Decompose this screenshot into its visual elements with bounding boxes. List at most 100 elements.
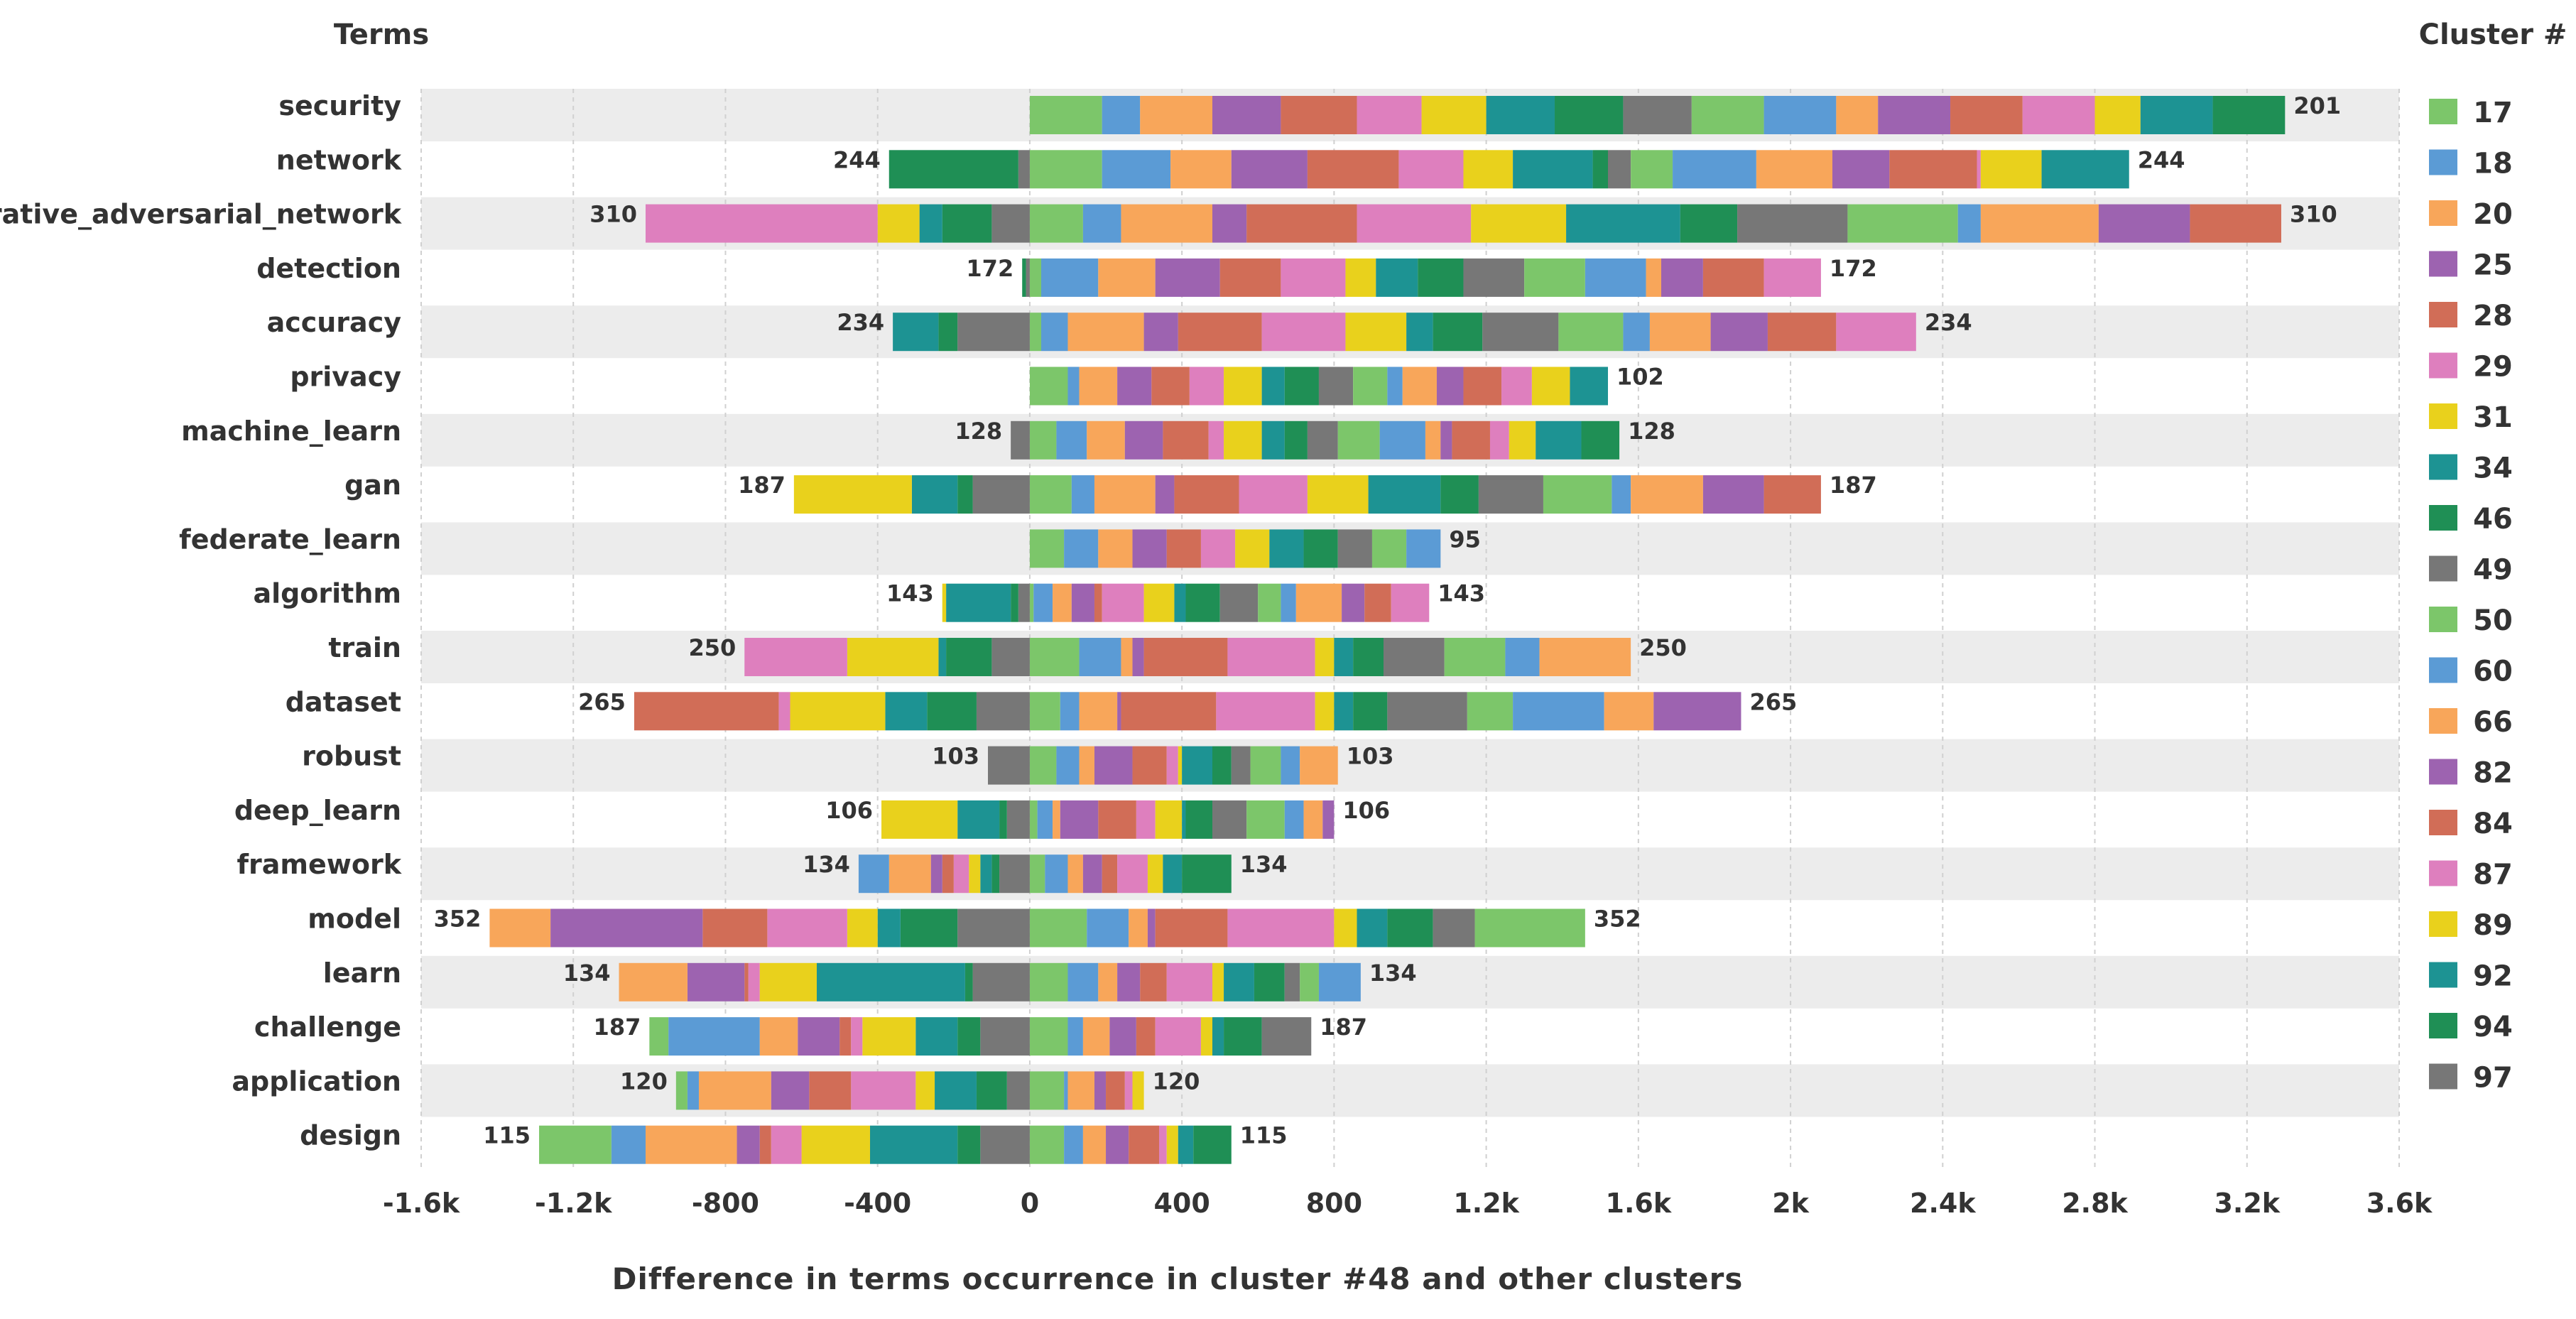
bar-segment xyxy=(1147,854,1163,894)
bar-segment xyxy=(1143,583,1175,622)
bar-segment xyxy=(1295,583,1342,622)
bar-segment xyxy=(888,150,1018,189)
bar-segment xyxy=(1334,638,1354,676)
bar-segment xyxy=(1384,638,1445,676)
bar-segment xyxy=(1235,529,1270,568)
bar-segment xyxy=(1098,800,1136,839)
legend-title: Cluster # xyxy=(2419,18,2567,51)
bar-segment xyxy=(1284,800,1304,839)
legend-swatch xyxy=(2429,759,2457,785)
bar-segment xyxy=(1121,638,1133,676)
legend-label: 20 xyxy=(2473,198,2513,231)
bar-segment xyxy=(1018,583,1030,622)
bar-segment xyxy=(1261,420,1285,460)
bar-segment xyxy=(1166,746,1178,785)
bar-segment xyxy=(1216,692,1315,731)
legend-label: 84 xyxy=(2473,808,2513,840)
bar-segment xyxy=(1098,962,1118,1002)
bar-segment xyxy=(2094,96,2141,134)
total-label-right: 120 xyxy=(1153,1068,1200,1095)
bar-segment xyxy=(2190,204,2281,243)
term-label: generative_adversarial_network xyxy=(0,199,402,230)
bar-segment xyxy=(1300,962,1319,1002)
total-label-right: 115 xyxy=(1240,1122,1288,1149)
bar-segment xyxy=(1094,583,1102,622)
bar-segment xyxy=(1106,1125,1129,1164)
bar-segment xyxy=(1623,96,1692,134)
bar-segment xyxy=(877,204,920,243)
bar-segment xyxy=(1421,96,1487,134)
bar-segment xyxy=(1702,475,1764,514)
bar-segment xyxy=(1018,150,1030,189)
legend-swatch xyxy=(2429,860,2457,886)
legend-swatch xyxy=(2429,962,2457,988)
bar-segment xyxy=(1102,150,1171,189)
bar-segment xyxy=(888,854,931,894)
x-tick-label: -1.6k xyxy=(383,1188,460,1219)
bar-segment xyxy=(2041,150,2129,189)
bar-segment xyxy=(900,908,958,948)
bar-segment xyxy=(972,475,1030,514)
legend-label: 25 xyxy=(2473,249,2513,282)
bar-segment xyxy=(759,962,817,1002)
bar-segment xyxy=(1155,800,1183,839)
bar-segment xyxy=(1082,204,1121,243)
x-tick-label: 400 xyxy=(1153,1188,1210,1219)
bar-segment xyxy=(1079,692,1118,731)
term-label: dataset xyxy=(286,686,401,717)
term-label: detection xyxy=(256,253,401,284)
term-label: security xyxy=(278,90,401,121)
bar-segment xyxy=(1029,583,1034,622)
bar-segment xyxy=(1402,367,1437,406)
bar-segment xyxy=(1166,962,1212,1002)
bar-segment xyxy=(1067,1017,1083,1056)
bar-segment xyxy=(991,854,1000,894)
bar-segment xyxy=(1140,962,1167,1002)
bar-segment xyxy=(851,1017,863,1056)
total-label-left: 106 xyxy=(825,797,873,824)
legend-swatch xyxy=(2429,99,2457,124)
bar-segment xyxy=(1406,529,1441,568)
row-band xyxy=(421,739,2399,792)
bar-segment xyxy=(1680,204,1738,243)
bar-segment xyxy=(744,962,749,1002)
legend-label: 82 xyxy=(2473,757,2513,790)
total-label-left: 250 xyxy=(688,634,736,661)
bar-segment xyxy=(1037,800,1053,839)
bar-segment xyxy=(976,692,1030,731)
bar-segment xyxy=(1980,204,2099,243)
legend-swatch xyxy=(2429,200,2457,226)
bar-segment xyxy=(1087,420,1125,460)
bar-segment xyxy=(1281,583,1296,622)
bar-segment xyxy=(1463,150,1513,189)
bar-segment xyxy=(1102,583,1144,622)
bar-segment xyxy=(1166,1125,1178,1164)
bar-segment xyxy=(1151,367,1190,406)
bar-segment xyxy=(1026,258,1030,297)
bar-segment xyxy=(1140,96,1212,134)
bar-segment xyxy=(1433,908,1475,948)
bar-segment xyxy=(1281,746,1300,785)
bar-segment xyxy=(1337,420,1380,460)
legend-swatch xyxy=(2429,251,2457,277)
bar-segment xyxy=(809,1071,852,1110)
bar-segment xyxy=(1040,258,1099,297)
bar-segment xyxy=(1193,1125,1232,1164)
bar-segment xyxy=(1239,475,1308,514)
bar-segment xyxy=(953,854,969,894)
bar-segment xyxy=(1224,962,1254,1002)
bar-segment xyxy=(1767,313,1837,352)
total-label-right: 103 xyxy=(1347,743,1394,770)
bar-segment xyxy=(1121,692,1217,731)
bar-segment xyxy=(1300,746,1338,785)
bar-segment xyxy=(1106,1071,1125,1110)
bar-segment xyxy=(1067,962,1099,1002)
bar-segment xyxy=(1033,583,1053,622)
bar-segment xyxy=(1258,583,1281,622)
bar-segment xyxy=(858,854,889,894)
bar-segment xyxy=(1281,96,1357,134)
bar-segment xyxy=(1509,420,1536,460)
total-label-right: 187 xyxy=(1320,1014,1367,1041)
bar-segment xyxy=(1486,96,1555,134)
bar-segment xyxy=(1608,150,1631,189)
